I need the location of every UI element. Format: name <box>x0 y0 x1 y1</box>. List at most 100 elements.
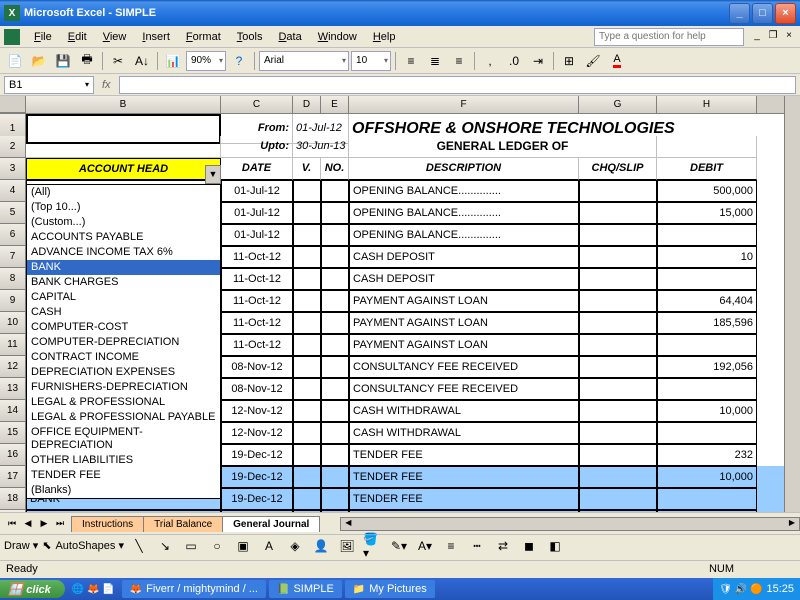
col-header[interactable]: H <box>657 96 757 113</box>
help-button[interactable]: ? <box>228 50 250 72</box>
col-header[interactable]: B <box>26 96 221 113</box>
start-button[interactable]: 🪟 click <box>0 580 65 598</box>
shadow-tool[interactable]: ◼ <box>518 535 540 557</box>
filter-option[interactable]: OFFICE EQUIPMENT-DEPRECIATION <box>27 425 220 453</box>
filter-option[interactable]: DEPRECIATION EXPENSES <box>27 365 220 380</box>
filter-option[interactable]: BANK CHARGES <box>27 275 220 290</box>
filter-option[interactable]: BANK <box>27 260 220 275</box>
save-button[interactable]: 💾 <box>52 50 74 72</box>
align-right-button[interactable]: ≡ <box>448 50 470 72</box>
filter-option[interactable]: CASH <box>27 305 220 320</box>
col-header[interactable]: E <box>321 96 349 113</box>
close-button[interactable]: × <box>775 3 796 24</box>
filter-option[interactable]: TENDER FEE <box>27 468 220 483</box>
open-button[interactable]: 📂 <box>28 50 50 72</box>
arrow-tool[interactable]: ↘ <box>154 535 176 557</box>
spreadsheet-grid[interactable]: B C D E F G H 1 From: 01-Jul-12 OFFSHORE… <box>0 96 784 512</box>
filter-option[interactable]: CAPITAL <box>27 290 220 305</box>
filter-dropdown-button[interactable]: ▼ <box>205 165 221 184</box>
sheet-tab[interactable]: Instructions <box>71 516 144 532</box>
sheet-tab[interactable]: General Journal <box>222 516 320 532</box>
rect-tool[interactable]: ▭ <box>180 535 202 557</box>
3d-tool[interactable]: ◧ <box>544 535 566 557</box>
indent-button[interactable]: ⇥ <box>527 50 549 72</box>
align-center-button[interactable]: ≣ <box>424 50 446 72</box>
doc-close-button[interactable]: × <box>782 30 796 44</box>
account-head-header[interactable]: ACCOUNT HEAD <box>26 158 221 180</box>
col-header[interactable]: C <box>221 96 293 113</box>
row-header[interactable]: 2 <box>0 136 26 158</box>
fontcolor-tool[interactable]: A▾ <box>414 535 436 557</box>
decimal-inc-button[interactable]: .0 <box>503 50 525 72</box>
wordart-tool[interactable]: A <box>258 535 280 557</box>
dashstyle-tool[interactable]: ┅ <box>466 535 488 557</box>
diagram-tool[interactable]: ◈ <box>284 535 306 557</box>
line-tool[interactable]: ╲ <box>128 535 150 557</box>
formula-input[interactable] <box>119 76 796 94</box>
filter-option[interactable]: ACCOUNTS PAYABLE <box>27 230 220 245</box>
select-all-corner[interactable] <box>0 96 26 113</box>
filter-option[interactable]: COMPUTER-COST <box>27 320 220 335</box>
filter-dropdown[interactable]: (All)(Top 10...)(Custom...)ACCOUNTS PAYA… <box>26 184 221 499</box>
doc-restore-button[interactable]: ❐ <box>766 30 780 44</box>
textbox-tool[interactable]: ▣ <box>232 535 254 557</box>
clipart-tool[interactable]: 👤 <box>310 535 332 557</box>
row-header[interactable]: 16 <box>0 444 26 466</box>
linecolor-tool[interactable]: ✎▾ <box>388 535 410 557</box>
tab-prev-button[interactable]: ◀ <box>20 518 36 529</box>
vertical-scrollbar[interactable] <box>784 96 800 512</box>
row-header[interactable]: 11 <box>0 334 26 356</box>
row-header[interactable]: 12 <box>0 356 26 378</box>
autoshapes-menu[interactable]: AutoShapes ▾ <box>55 539 124 552</box>
cut-button[interactable]: ✂ <box>107 50 129 72</box>
filter-option[interactable]: LEGAL & PROFESSIONAL PAYABLE <box>27 410 220 425</box>
print-button[interactable]: 🖶 <box>76 50 98 72</box>
fontsize-select[interactable]: 10 <box>351 51 391 71</box>
draw-menu[interactable]: Draw ▾ <box>4 539 38 552</box>
horizontal-scrollbar[interactable]: ◀ ▶ <box>340 517 800 531</box>
row-header[interactable]: 8 <box>0 268 26 290</box>
menu-file[interactable]: File <box>26 29 60 45</box>
filter-option[interactable]: (Custom...) <box>27 215 220 230</box>
row-header[interactable]: 10 <box>0 312 26 334</box>
arrowstyle-tool[interactable]: ⇄ <box>492 535 514 557</box>
filter-option[interactable]: FURNISHERS-DEPRECIATION <box>27 380 220 395</box>
system-tray[interactable]: 🛡 🔊 🟠 15:25 <box>713 578 800 600</box>
zoom-select[interactable]: 90% <box>186 51 226 71</box>
col-header[interactable]: F <box>349 96 579 113</box>
fill-color-button[interactable]: 🖌 <box>582 50 604 72</box>
select-tool[interactable]: ⬉ <box>42 539 51 552</box>
name-box[interactable]: B1▾ <box>4 76 94 94</box>
row-header[interactable]: 7 <box>0 246 26 268</box>
row-header[interactable]: 13 <box>0 378 26 400</box>
font-select[interactable]: Arial <box>259 51 349 71</box>
new-button[interactable]: 📄 <box>4 50 26 72</box>
filter-option[interactable]: ADVANCE INCOME TAX 6% <box>27 245 220 260</box>
fx-icon[interactable]: fx <box>102 79 111 91</box>
filter-option[interactable]: OTHER LIABILITIES <box>27 453 220 468</box>
sort-button[interactable]: A↓ <box>131 50 153 72</box>
tab-next-button[interactable]: ▶ <box>36 518 52 529</box>
row-header[interactable]: 5 <box>0 202 26 224</box>
oval-tool[interactable]: ○ <box>206 535 228 557</box>
menu-insert[interactable]: Insert <box>134 29 178 45</box>
taskbar-item[interactable]: 📗 SIMPLE <box>269 580 342 598</box>
filter-option[interactable]: LEGAL & PROFESSIONAL <box>27 395 220 410</box>
taskbar-item[interactable]: 📁 My Pictures <box>345 580 435 598</box>
row-header[interactable]: 14 <box>0 400 26 422</box>
upto-value[interactable]: 30-Jun-13 <box>293 136 349 158</box>
row-header[interactable]: 6 <box>0 224 26 246</box>
minimize-button[interactable]: _ <box>729 3 750 24</box>
sheet-tab[interactable]: Trial Balance <box>143 516 223 532</box>
chart-button[interactable]: 📊 <box>162 50 184 72</box>
quicklaunch[interactable]: 🌐 🦊 📄 <box>68 580 119 598</box>
menu-tools[interactable]: Tools <box>229 29 271 45</box>
align-left-button[interactable]: ≡ <box>400 50 422 72</box>
doc-min-button[interactable]: _ <box>750 30 764 44</box>
maximize-button[interactable]: □ <box>752 3 773 24</box>
menu-help[interactable]: Help <box>365 29 404 45</box>
filter-option[interactable]: CONTRACT INCOME <box>27 350 220 365</box>
row-header[interactable]: 4 <box>0 180 26 202</box>
menu-edit[interactable]: Edit <box>60 29 95 45</box>
filter-option[interactable]: (Blanks) <box>27 483 220 498</box>
